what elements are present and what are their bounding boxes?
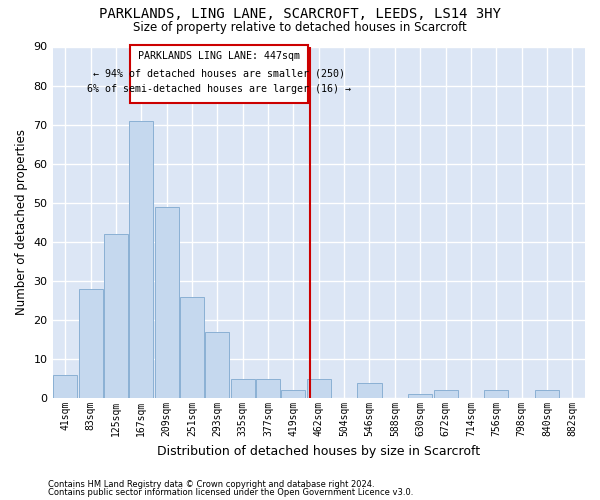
Bar — [104, 234, 128, 398]
Text: Contains public sector information licensed under the Open Government Licence v3: Contains public sector information licen… — [48, 488, 413, 497]
Bar — [307, 378, 331, 398]
Y-axis label: Number of detached properties: Number of detached properties — [15, 130, 28, 316]
Bar — [256, 378, 280, 398]
Bar — [281, 390, 305, 398]
Bar — [180, 296, 204, 398]
Bar — [484, 390, 508, 398]
Bar — [434, 390, 458, 398]
Text: PARKLANDS LING LANE: 447sqm: PARKLANDS LING LANE: 447sqm — [138, 52, 300, 62]
Bar — [79, 288, 103, 398]
Bar — [230, 378, 255, 398]
FancyBboxPatch shape — [130, 44, 308, 103]
Bar — [129, 120, 154, 398]
Bar — [408, 394, 432, 398]
Bar — [155, 206, 179, 398]
Bar — [358, 382, 382, 398]
Text: ← 94% of detached houses are smaller (250): ← 94% of detached houses are smaller (25… — [93, 68, 345, 78]
Text: 6% of semi-detached houses are larger (16) →: 6% of semi-detached houses are larger (1… — [87, 84, 351, 94]
Bar — [205, 332, 229, 398]
X-axis label: Distribution of detached houses by size in Scarcroft: Distribution of detached houses by size … — [157, 444, 481, 458]
Text: PARKLANDS, LING LANE, SCARCROFT, LEEDS, LS14 3HY: PARKLANDS, LING LANE, SCARCROFT, LEEDS, … — [99, 8, 501, 22]
Text: Contains HM Land Registry data © Crown copyright and database right 2024.: Contains HM Land Registry data © Crown c… — [48, 480, 374, 489]
Text: Size of property relative to detached houses in Scarcroft: Size of property relative to detached ho… — [133, 21, 467, 34]
Bar — [53, 374, 77, 398]
Bar — [535, 390, 559, 398]
